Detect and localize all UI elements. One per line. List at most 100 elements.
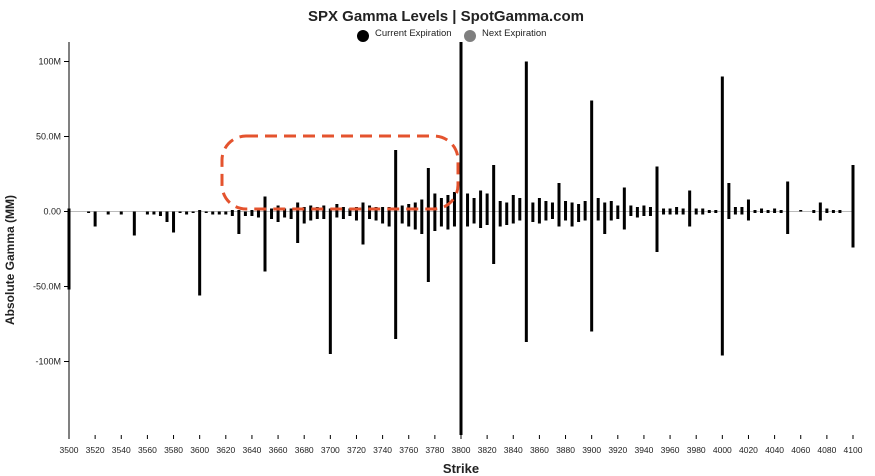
bar <box>688 190 692 212</box>
bar <box>590 211 594 332</box>
bar <box>557 183 561 212</box>
bar <box>381 207 385 212</box>
y-tick-label: 0.00 <box>43 207 61 217</box>
x-tick-label: 3740 <box>373 445 392 455</box>
bar <box>446 211 450 230</box>
bar <box>740 211 744 215</box>
bar <box>132 211 136 236</box>
legend-marker <box>357 30 369 42</box>
bar <box>361 202 365 212</box>
y-axis-title: Absolute Gamma (MM) <box>3 195 17 325</box>
bar <box>564 211 568 221</box>
bar <box>250 211 254 216</box>
bar <box>106 211 110 215</box>
bar <box>309 205 313 212</box>
bar <box>511 211 515 224</box>
bar <box>675 211 679 215</box>
bar <box>733 211 737 215</box>
bar <box>87 211 91 213</box>
bar <box>662 208 666 212</box>
bar <box>67 211 71 290</box>
bar <box>472 198 476 212</box>
bar <box>368 211 372 219</box>
bar <box>256 211 260 218</box>
x-tick-label: 3900 <box>582 445 601 455</box>
bar <box>518 198 522 212</box>
bar <box>492 211 496 264</box>
bar <box>270 211 274 219</box>
bar <box>662 211 666 215</box>
bar <box>289 211 293 219</box>
bar <box>322 205 326 212</box>
bar <box>459 211 463 435</box>
bar <box>407 211 411 227</box>
bar <box>289 208 293 212</box>
bar <box>256 210 260 212</box>
bar <box>629 205 633 212</box>
bar <box>426 211 430 282</box>
bar <box>400 205 404 212</box>
bar <box>420 211 424 234</box>
bar <box>263 196 267 212</box>
bar <box>394 150 398 212</box>
bar <box>753 211 757 213</box>
x-tick-label: 3860 <box>530 445 549 455</box>
bar <box>642 211 646 216</box>
bar <box>831 210 835 212</box>
bar <box>635 207 639 212</box>
bar <box>609 211 613 221</box>
bar <box>479 211 483 228</box>
x-tick-label: 4020 <box>739 445 758 455</box>
bar <box>531 202 535 212</box>
bar <box>668 211 672 215</box>
bar <box>492 165 496 212</box>
bar <box>224 211 228 215</box>
bar <box>93 211 97 227</box>
bar <box>622 187 626 212</box>
bar <box>648 207 652 212</box>
bar <box>217 211 221 215</box>
bar <box>348 211 352 216</box>
bar <box>439 198 443 212</box>
bar <box>694 211 698 215</box>
bar <box>158 211 162 216</box>
bar <box>537 198 541 212</box>
bar <box>237 210 241 212</box>
bar <box>341 207 345 212</box>
bar <box>720 211 724 356</box>
legend: Current Expiration Next Expiration <box>357 28 546 42</box>
bar <box>629 211 633 216</box>
bar <box>211 211 215 215</box>
bar <box>178 211 182 213</box>
x-tick-label: 3660 <box>269 445 288 455</box>
bar <box>524 61 528 212</box>
bar <box>485 211 489 225</box>
bar <box>773 208 777 212</box>
bar <box>433 211 437 231</box>
bar <box>681 211 685 215</box>
bar <box>296 202 300 212</box>
bar <box>760 211 764 213</box>
x-tick-label: 3780 <box>425 445 444 455</box>
bar <box>603 202 607 212</box>
bar <box>198 210 202 212</box>
x-tick-label: 4100 <box>844 445 863 455</box>
plot-area: -100M -50.0M 0.00 50.0M 100M 3500 3520 3540 3560… <box>33 42 863 455</box>
bar <box>341 211 345 219</box>
bar <box>433 193 437 212</box>
bar <box>609 201 613 212</box>
bar <box>825 211 829 213</box>
highlight-box <box>220 134 460 211</box>
y-tick-label: -50.0M <box>33 282 61 292</box>
legend-label: Current Expiration <box>375 28 452 39</box>
bar <box>191 211 195 213</box>
bar <box>851 165 855 212</box>
bar <box>302 207 306 212</box>
x-tick-label: 3700 <box>321 445 340 455</box>
bar <box>570 211 574 227</box>
bar <box>570 202 574 212</box>
bar <box>498 201 502 212</box>
bar <box>694 208 698 212</box>
bar <box>537 211 541 224</box>
bar <box>714 210 718 212</box>
